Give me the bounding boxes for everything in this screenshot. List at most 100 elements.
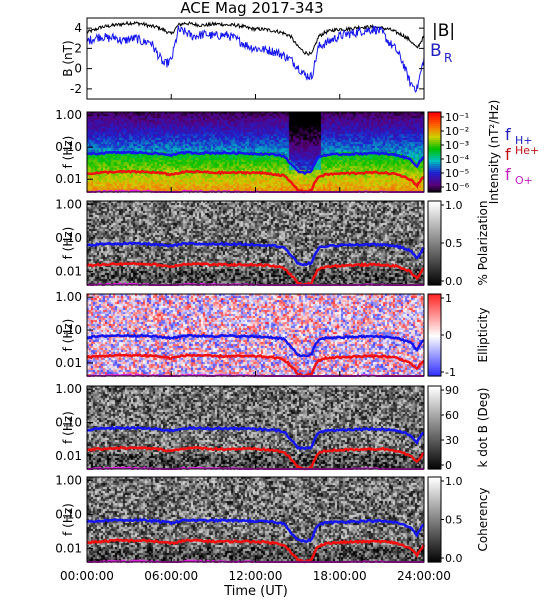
colorbar-segment: [428, 392, 441, 395]
colorbar-segment: [428, 302, 441, 305]
cyclotron-label-1: f: [505, 145, 511, 164]
colorbar-segment: [428, 538, 441, 542]
colorbar-segment: [428, 128, 441, 131]
cyclotron-label-0: f: [505, 125, 511, 144]
y-tick-label: 0.10: [55, 231, 82, 245]
colorbar-segment: [428, 312, 441, 316]
colorbar-segment: [428, 306, 441, 309]
colorbar-segment: [428, 341, 441, 344]
colorbar-segment: [428, 532, 441, 535]
colorbar-segment: [428, 148, 441, 151]
y-tick-label: 4: [74, 21, 82, 35]
colorbar-segment: [428, 272, 441, 276]
colorbar-segment: [428, 400, 441, 404]
colorbar-segment: [428, 118, 441, 121]
colorbar-segment: [428, 417, 441, 420]
colorbar-segment: [428, 437, 441, 441]
colorbar-segment: [428, 251, 441, 255]
colorbar-tick-label: 10⁻⁴: [445, 153, 470, 166]
colorbar-segment: [428, 264, 441, 267]
colorbar-segment: [428, 506, 441, 510]
h-plus-curve: [86, 241, 425, 267]
colorbar-segment: [428, 553, 441, 557]
colorbar-segment: [428, 446, 441, 449]
colorbar-frame: [427, 111, 442, 193]
colorbar-segment: [428, 158, 441, 161]
spectrogram-panel-1: 1.00 0.10 0.01 f (Hz) 10⁻¹10⁻²10⁻³10⁻⁴10⁻⁵10…: [55, 100, 501, 205]
y-tick-label: -2: [70, 82, 82, 96]
colorbar-segment: [428, 454, 441, 458]
colorbar-segment: [428, 304, 441, 307]
y-tick-label: 2: [74, 41, 82, 55]
colorbar-segment: [428, 236, 441, 240]
colorbar-segment: [428, 164, 441, 167]
colorbar-segment: [428, 431, 441, 435]
colorbar-segment: [428, 245, 441, 248]
figure-title: ACE Mag 2017-343: [180, 0, 323, 17]
colorbar-segment: [428, 345, 441, 348]
colorbar-tick-label: 0.0: [445, 552, 463, 565]
colorbar-segment: [428, 188, 441, 191]
colorbar-tick-label: 0: [445, 329, 452, 342]
x-tick-label: 06:00:00: [144, 569, 198, 583]
colorbar-segment: [428, 429, 441, 433]
colorbar-segment: [428, 559, 441, 563]
colorbar-segment: [428, 425, 441, 429]
colorbar-segment: [428, 255, 441, 259]
spectrogram-panel-5: 1.00 0.10 0.01 f (Hz) 1.0 0.5 0.0 Coherency: [55, 473, 490, 565]
he-plus-curve: [86, 261, 425, 287]
colorbar-segment: [428, 259, 441, 263]
colorbar-segment: [428, 427, 441, 431]
colorbar-segment: [428, 230, 441, 234]
colorbar-segment: [428, 496, 441, 499]
colorbar-segment: [428, 278, 441, 282]
colorbar-segment: [428, 160, 441, 163]
colorbar-segment: [428, 314, 441, 318]
colorbar-segment: [428, 268, 441, 271]
colorbar-segment: [428, 515, 441, 518]
y-tick-label: 0.01: [55, 265, 82, 279]
y-axis-label: f (Hz): [61, 227, 75, 260]
colorbar-segment: [428, 222, 441, 225]
colorbar-segment: [428, 112, 441, 115]
colorbar-segment: [428, 234, 441, 238]
colorbar-segment: [428, 132, 441, 135]
spectrogram-panel-3: 1.00 0.10 0.01 f (Hz) 1 0 -1 Ellipticity: [55, 290, 490, 379]
colorbar-segment: [428, 551, 441, 555]
colorbar-segment: [428, 349, 441, 352]
colorbar-segment: [428, 555, 441, 559]
colorbar-segment: [428, 365, 441, 369]
colorbar-segment: [428, 213, 441, 217]
cyclotron-legend: f H+ f He+ f O+: [505, 125, 539, 187]
colorbar-segment: [428, 130, 441, 133]
colorbar-segment: [428, 386, 441, 389]
x-tick-label: 00:00:00: [60, 569, 114, 583]
colorbar-label: % Polarization: [476, 201, 490, 286]
cyclotron-label-sub-0: H+: [515, 134, 533, 147]
colorbar-segment: [428, 156, 441, 159]
colorbar-segment: [428, 458, 441, 462]
colorbar-label: Intensity (nT²/Hz): [487, 100, 501, 205]
colorbar-tick-label: 1: [445, 292, 452, 305]
colorbar-segment: [428, 298, 441, 301]
colorbar-segment: [428, 523, 441, 527]
he-plus-curve: [86, 445, 425, 471]
colorbar-segment: [428, 513, 441, 516]
colorbar-segment: [428, 238, 441, 242]
colorbar-segment: [428, 502, 441, 506]
colorbar-segment: [428, 226, 441, 229]
colorbar-segment: [428, 228, 441, 231]
colorbar-segment: [428, 124, 441, 127]
colorbar-segment: [428, 396, 441, 400]
colorbar-segment: [428, 408, 441, 412]
y-tick-label: 0.10: [55, 507, 82, 521]
colorbar-segment: [428, 439, 441, 443]
colorbar-segment: [428, 466, 441, 470]
colorbar-segment: [428, 335, 441, 338]
colorbar-segment: [428, 322, 441, 326]
legend-b-total: |B|: [432, 21, 455, 41]
colorbar-segment: [428, 448, 441, 451]
colorbar-segment: [428, 328, 441, 332]
colorbar-segment: [428, 415, 441, 418]
cyclotron-label-2: f: [505, 165, 511, 184]
